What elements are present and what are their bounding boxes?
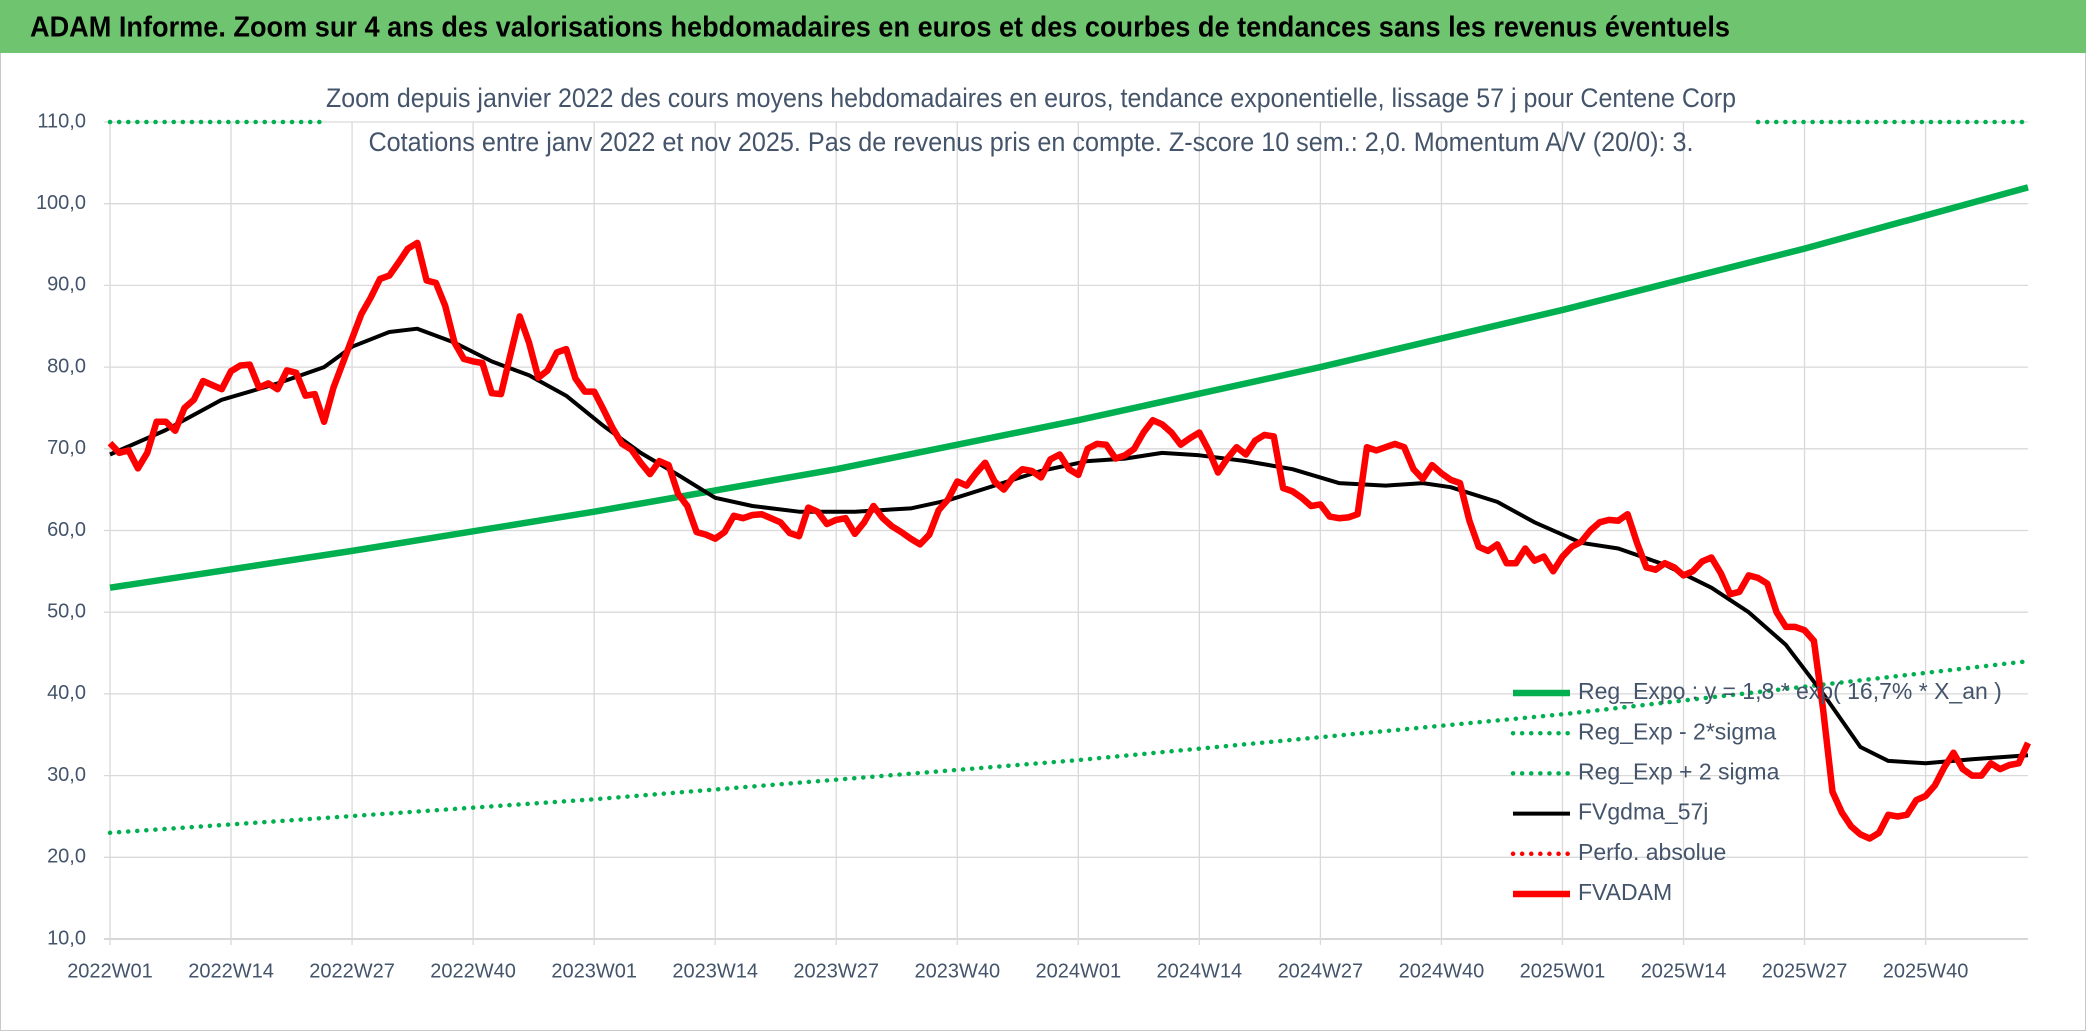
x-tick-label: 2022W40 [430,960,516,982]
y-tick-label: 80,0 [47,355,86,377]
series-line [109,184,2029,591]
x-tick-label: 2023W27 [793,960,879,982]
x-tick-label: 2023W40 [914,960,1000,982]
header-title: ADAM Informe. Zoom sur 4 ans des valoris… [30,12,1730,44]
x-tick-label: 2025W27 [1762,960,1848,982]
plot [107,119,2031,842]
x-tick-label: 2022W14 [188,960,274,982]
y-tick-label: 90,0 [47,274,86,296]
y-tick-label: 60,0 [47,519,86,541]
y-tick-label: 30,0 [47,764,86,786]
series-line [109,326,2029,766]
x-tick-label: 2025W01 [1520,960,1606,982]
legend-label: Reg_Exp - 2*sigma [1578,718,1776,744]
legend-label: Reg_Expo : y = 1,8 * exp( 16,7% * X_an ) [1578,678,2002,704]
chart-subtitle: Cotations entre janv 2022 et nov 2025. P… [369,127,1694,157]
y-tick-label: 50,0 [47,600,86,622]
chart-title: Zoom depuis janvier 2022 des cours moyen… [326,83,1736,113]
y-tick-label: 110,0 [37,110,86,132]
x-tick-label: 2025W40 [1883,960,1969,982]
x-tick-label: 2024W01 [1035,960,1121,982]
legend-label: FVADAM [1578,879,1672,905]
x-tick-label: 2025W14 [1641,960,1727,982]
legend-label: Reg_Exp + 2 sigma [1578,758,1780,784]
x-tick-label: 2023W01 [551,960,637,982]
y-tick-label: 40,0 [47,682,86,704]
legend: Reg_Expo : y = 1,8 * exp( 16,7% * X_an )… [1510,678,2002,905]
y-tick-label: 20,0 [47,846,86,868]
y-tick-label: 100,0 [36,192,86,214]
grid: 10,0 20,0 30,0 40,0 50,0 60,0 70,0 80,0 90,0 100,… [36,110,2028,982]
x-tick-label: 2024W27 [1278,960,1364,982]
x-tick-label: 2024W14 [1157,960,1243,982]
y-tick-label: 10,0 [47,927,86,949]
y-tick-label: 70,0 [47,437,86,459]
x-tick-label: 2022W01 [67,960,153,982]
x-tick-label: 2024W40 [1399,960,1485,982]
legend-label: FVgdma_57j [1578,799,1708,825]
x-tick-label: 2022W27 [309,960,395,982]
header-bar [0,0,2086,53]
x-tick-label: 2023W14 [672,960,758,982]
legend-label: Perfo. absolue [1578,839,1726,865]
series-line [107,239,2031,842]
